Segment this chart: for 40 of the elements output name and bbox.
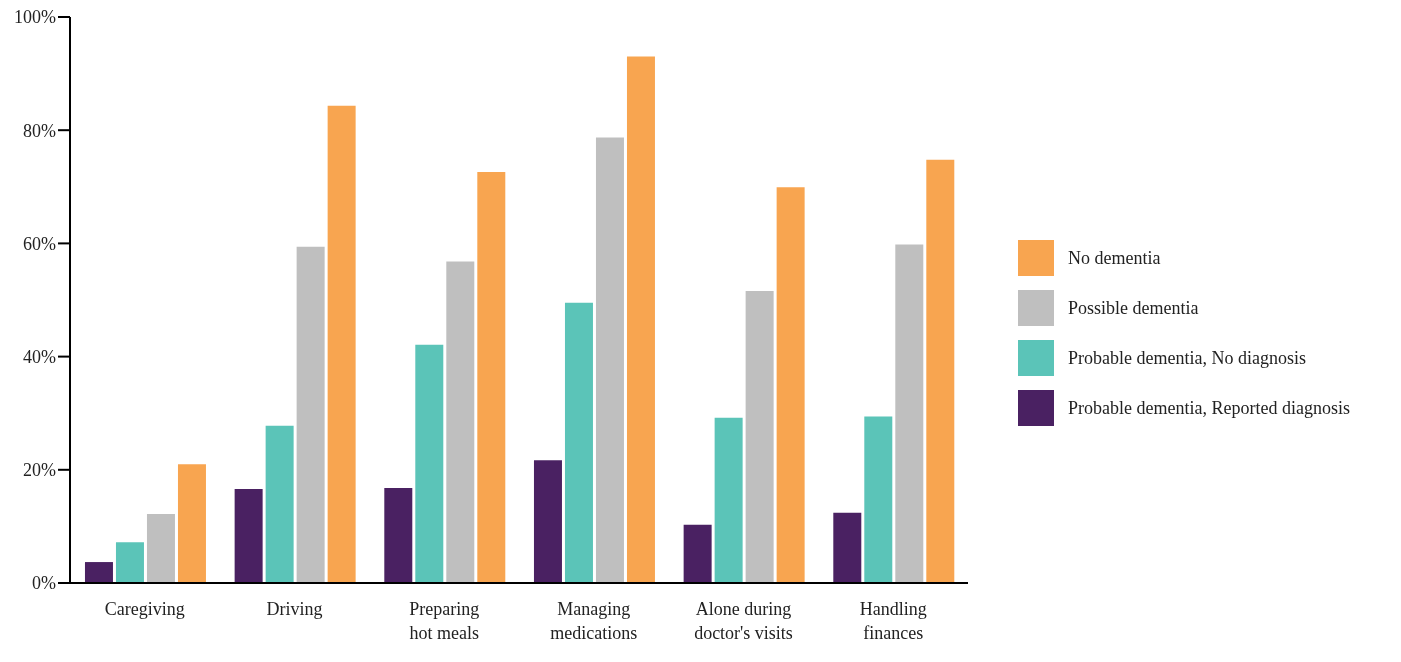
legend-label: Probable dementia, No diagnosis	[1068, 347, 1306, 369]
bar	[895, 244, 924, 583]
bar	[564, 302, 593, 583]
bar	[477, 172, 506, 583]
y-tick-label: 100%	[14, 7, 56, 28]
bar	[415, 344, 444, 583]
x-tick-label: Preparing hot meals	[409, 599, 480, 643]
bar	[177, 464, 206, 583]
legend-label: Probable dementia, Reported diagnosis	[1068, 397, 1350, 419]
bar	[626, 56, 655, 583]
bar	[84, 562, 113, 583]
bar	[384, 487, 413, 583]
bar	[327, 105, 356, 583]
bar	[533, 460, 562, 583]
bar	[714, 417, 743, 583]
bar	[864, 416, 893, 583]
bar	[595, 137, 624, 583]
x-tick-label: Alone during doctor's visits	[694, 599, 793, 643]
bar	[265, 425, 294, 583]
y-tick-label: 0%	[32, 573, 56, 594]
bar	[776, 187, 805, 583]
bar	[234, 489, 263, 583]
x-tick-label: Handling finances	[859, 599, 927, 643]
legend-label: Possible dementia	[1068, 297, 1199, 319]
bar	[926, 159, 955, 583]
legend-label: No dementia	[1068, 247, 1161, 269]
bar	[446, 261, 475, 583]
y-tick-label: 80%	[23, 120, 56, 141]
y-tick-label: 60%	[23, 233, 56, 254]
bar	[683, 524, 712, 583]
bar	[833, 512, 862, 583]
x-tick-label: Caregiving	[104, 599, 185, 619]
y-tick-label: 40%	[23, 346, 56, 367]
bar	[146, 513, 175, 583]
bar	[115, 542, 144, 583]
bar	[296, 246, 325, 583]
bar	[745, 290, 774, 583]
x-tick-label: Managing medications	[550, 599, 638, 643]
x-tick-label: Driving	[266, 599, 323, 619]
y-tick-label: 20%	[23, 460, 56, 481]
